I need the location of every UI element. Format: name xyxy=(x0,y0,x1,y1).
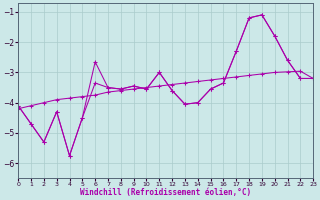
X-axis label: Windchill (Refroidissement éolien,°C): Windchill (Refroidissement éolien,°C) xyxy=(80,188,251,197)
